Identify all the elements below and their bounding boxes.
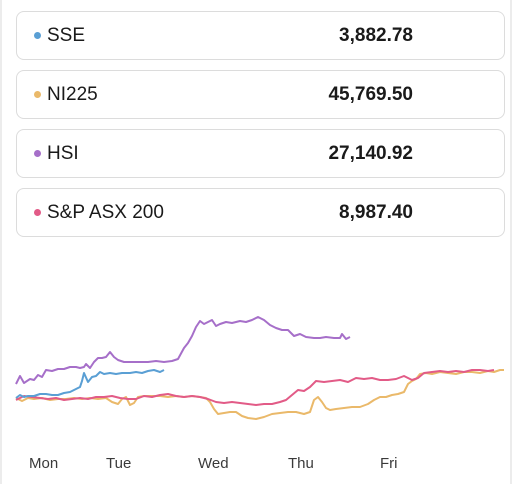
asx200-line bbox=[15, 369, 495, 406]
index-value: 3,882.78 bbox=[339, 25, 413, 46]
ni225-dot-icon bbox=[34, 91, 41, 98]
hsi-line bbox=[15, 316, 351, 385]
x-axis-label-wed: Wed bbox=[198, 455, 229, 472]
sse-line bbox=[15, 369, 165, 399]
weekly-sparkline-chart bbox=[15, 316, 504, 420]
asx200-dot-icon bbox=[34, 209, 41, 216]
index-card-list: SSE 3,882.78 NI225 45,769.50 HSI 27,140.… bbox=[16, 11, 505, 247]
index-name: NI225 bbox=[47, 84, 98, 105]
x-axis-label-thu: Thu bbox=[288, 455, 314, 472]
index-value: 8,987.40 bbox=[339, 202, 413, 223]
ni225-line bbox=[15, 369, 504, 420]
index-card-hsi[interactable]: HSI 27,140.92 bbox=[16, 129, 505, 178]
sse-dot-icon bbox=[34, 32, 41, 39]
left-border bbox=[0, 0, 2, 484]
x-axis-label-fri: Fri bbox=[380, 455, 398, 472]
index-card-ni225[interactable]: NI225 45,769.50 bbox=[16, 70, 505, 119]
index-value: 45,769.50 bbox=[328, 84, 413, 105]
index-card-sse[interactable]: SSE 3,882.78 bbox=[16, 11, 505, 60]
index-name: HSI bbox=[47, 143, 79, 164]
index-name: SSE bbox=[47, 25, 86, 46]
right-border bbox=[510, 0, 512, 484]
index-name: S&P ASX 200 bbox=[47, 202, 164, 223]
index-card-asx200[interactable]: S&P ASX 200 8,987.40 bbox=[16, 188, 505, 237]
x-axis-label-tue: Tue bbox=[106, 455, 132, 472]
x-axis-label-mon: Mon bbox=[29, 455, 59, 472]
index-value: 27,140.92 bbox=[328, 143, 413, 164]
hsi-dot-icon bbox=[34, 150, 41, 157]
